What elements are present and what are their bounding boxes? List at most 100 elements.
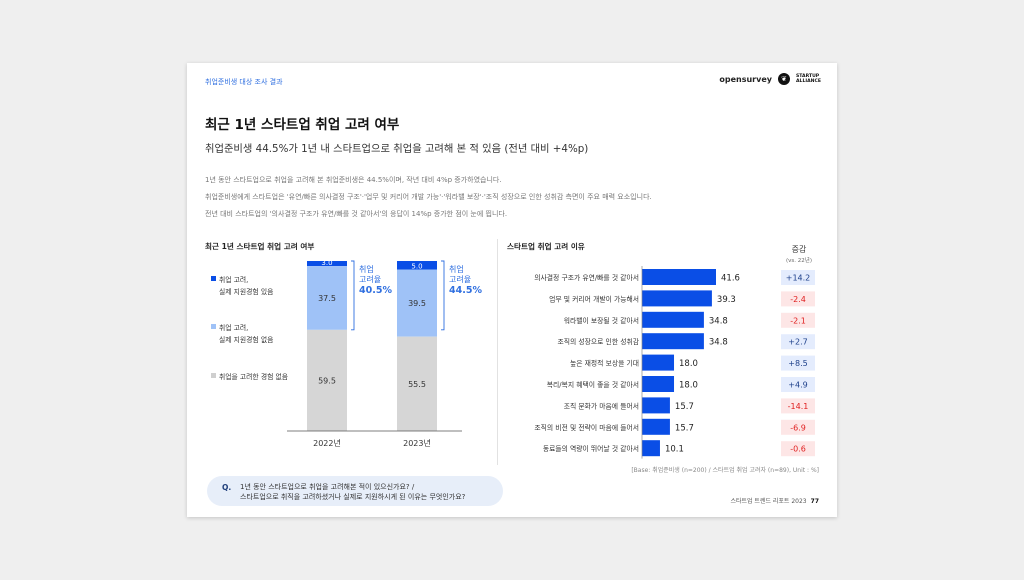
change-value: -0.6 xyxy=(790,445,806,454)
bar-value-label: 15.7 xyxy=(675,423,694,433)
change-badge xyxy=(781,312,815,328)
stacked-bar-chart: 3.0 37.5 59.5 2022년 5.0 39.5 55.5 2023년 xyxy=(287,259,462,448)
section-tag: 취업준비생 대상 조사 결과 xyxy=(205,78,283,86)
category-label: 워라밸이 보장될 것 같아서 xyxy=(564,316,639,325)
bar-segment xyxy=(397,261,437,270)
report-page: 취업준비생 대상 조사 결과 opensurvey ❦ STARTUP ALLI… xyxy=(187,63,837,517)
legend-item-applied: 취업 고려, 실제 지원경험 있음 xyxy=(211,274,291,298)
category-label: 복리/복지 혜택이 좋을 것 같아서 xyxy=(547,380,639,389)
change-value: -2.1 xyxy=(790,316,806,325)
brand-line1: STARTUP xyxy=(795,74,820,79)
bar-value-label: 18.0 xyxy=(679,359,698,369)
rate-annotation-2022: 취업 고려율 40.5% xyxy=(359,265,392,296)
bar-value-label: 59.5 xyxy=(318,376,336,385)
legend-label: 취업을 고려한 경험 없음 xyxy=(219,373,289,381)
change-subheader: (vs. 22년) xyxy=(786,258,812,264)
bracket-line xyxy=(441,260,445,331)
description-line-1: 1년 동안 스타트업으로 취업을 고려해 본 취업준비생은 44.5%이며, 작… xyxy=(205,176,502,184)
left-chart-title: 최근 1년 스타트업 취업 고려 여부 xyxy=(205,242,315,251)
legend-swatch xyxy=(211,276,216,281)
bar xyxy=(642,333,704,350)
legend-label: 취업 고려, xyxy=(219,276,249,284)
change-value: -14.1 xyxy=(788,402,809,411)
bar-segment xyxy=(307,266,347,330)
legend-swatch xyxy=(211,373,216,378)
change-value: +8.5 xyxy=(788,359,807,368)
category-label: 의사결정 구조가 유연/빠를 것 같아서 xyxy=(534,273,639,282)
change-badge xyxy=(781,334,815,350)
change-value: +2.7 xyxy=(788,338,807,347)
bar xyxy=(642,311,704,328)
x-tick-label: 2022년 xyxy=(313,438,341,448)
bar-value-label: 10.1 xyxy=(665,445,684,455)
right-chart-title: 스타트업 취업 고려 이유 xyxy=(507,242,585,251)
brand-logos: opensurvey ❦ STARTUP ALLIANCE xyxy=(719,73,821,85)
change-badge xyxy=(781,270,815,285)
bar-value-label: 18.0 xyxy=(679,381,698,391)
category-label: 동료들의 역량이 뛰어날 것 같아서 xyxy=(543,444,639,453)
bar-value-label: 5.0 xyxy=(411,263,422,271)
rate-label-line1: 취업 xyxy=(359,265,374,274)
footer: 스타트업 트렌드 리포트 2023 77 xyxy=(730,496,819,505)
bar-segment xyxy=(397,336,437,431)
change-badge xyxy=(781,398,815,414)
rate-label-line2: 고려율 xyxy=(359,275,382,284)
question-box: Q. 1년 동안 스타트업으로 취업을 고려해본 적이 있으신가요? / 스타트… xyxy=(207,476,503,506)
page-subtitle: 취업준비생 44.5%가 1년 내 스타트업으로 취업을 고려해 본 적 있음 … xyxy=(205,143,589,155)
change-badge xyxy=(781,441,815,457)
page-title: 최근 1년 스타트업 취업 고려 여부 xyxy=(205,117,400,133)
legend-item-not-applied: 취업 고려, 실제 지원경험 없음 xyxy=(211,322,291,346)
change-badge xyxy=(781,291,815,307)
bar-value-label: 34.8 xyxy=(709,316,728,326)
rate-label-line2: 고려율 xyxy=(449,275,472,284)
category-label: 조직 문화가 마음에 들어서 xyxy=(564,401,639,410)
category-label: 조직의 성장으로 인한 성취감 xyxy=(557,337,639,346)
base-note: [Base: 취업준비생 (n=200) / 스타트업 취업 고려자 (n=89… xyxy=(631,467,819,474)
bar-value-label: 41.6 xyxy=(721,274,740,284)
bar-value-label: 55.5 xyxy=(408,380,426,389)
change-value: +4.9 xyxy=(788,381,807,390)
horizontal-bar-chart: 의사결정 구조가 유연/빠를 것 같아서 41.6 +14.2 업무 및 커리어 개발… xyxy=(534,266,815,459)
bar-value-label: 37.5 xyxy=(318,294,336,303)
bar-segment xyxy=(307,329,347,431)
page-number: 77 xyxy=(810,498,819,505)
rate-value-2023: 44.5% xyxy=(449,285,482,296)
footer-report: 스타트업 트렌드 리포트 2023 xyxy=(730,498,807,505)
bar xyxy=(642,269,716,285)
question-line2: 스타트업으로 취직을 고려하셨거나 실제로 지원하시게 된 이유는 무엇인가요? xyxy=(240,493,466,501)
bar-value-label: 15.7 xyxy=(675,402,694,412)
bar xyxy=(642,397,670,414)
bar-value-label: 3.0 xyxy=(321,259,332,267)
bar xyxy=(642,376,675,392)
change-badge xyxy=(781,419,815,435)
bar xyxy=(642,290,712,307)
bar-segment xyxy=(397,269,437,337)
question-mark-label: Q. xyxy=(222,483,232,492)
bar xyxy=(642,418,670,435)
change-value: -2.4 xyxy=(790,295,806,304)
question-line1: 1년 동안 스타트업으로 취업을 고려해본 적이 있으신가요? / xyxy=(240,483,415,491)
legend-label: 실제 지원경험 있음 xyxy=(219,288,274,296)
category-label: 높은 재정적 보상을 기대 xyxy=(570,359,639,368)
change-value: -6.9 xyxy=(790,423,806,432)
rate-annotation-2023: 취업 고려율 44.5% xyxy=(449,265,482,296)
bracket-line xyxy=(351,260,355,331)
brand-line2: ALLIANCE xyxy=(795,79,821,84)
legend-label: 실제 지원경험 없음 xyxy=(219,336,274,344)
change-value: +14.2 xyxy=(786,274,811,283)
bar xyxy=(642,440,660,457)
description-line-3: 전년 대비 스타트업의 '의사결정 구조가 유연/빠를 것 같아서'의 응답이 … xyxy=(205,210,508,218)
question-text: 1년 동안 스타트업으로 취업을 고려해본 적이 있으신가요? / 스타트업으로… xyxy=(240,482,465,502)
description-line-2: 취업준비생에게 스타트업은 '유연/빠른 의사결정 구조'·'업무 및 커리어 … xyxy=(205,193,652,201)
chart-divider xyxy=(497,239,498,465)
startup-alliance-icon: ❦ xyxy=(777,73,790,85)
change-header: 증감 xyxy=(791,245,807,254)
x-tick-label: 2023년 xyxy=(403,438,431,448)
bar-value-label: 39.3 xyxy=(717,295,736,305)
bar-value-label: 34.8 xyxy=(709,338,728,348)
bar-segment xyxy=(307,261,347,267)
legend-label: 취업 고려, xyxy=(219,324,249,332)
legend-item-never: 취업을 고려한 경험 없음 xyxy=(211,371,321,383)
category-label: 업무 및 커리어 개발이 가능해서 xyxy=(549,294,639,303)
startup-alliance-logo: STARTUP ALLIANCE xyxy=(796,74,821,84)
